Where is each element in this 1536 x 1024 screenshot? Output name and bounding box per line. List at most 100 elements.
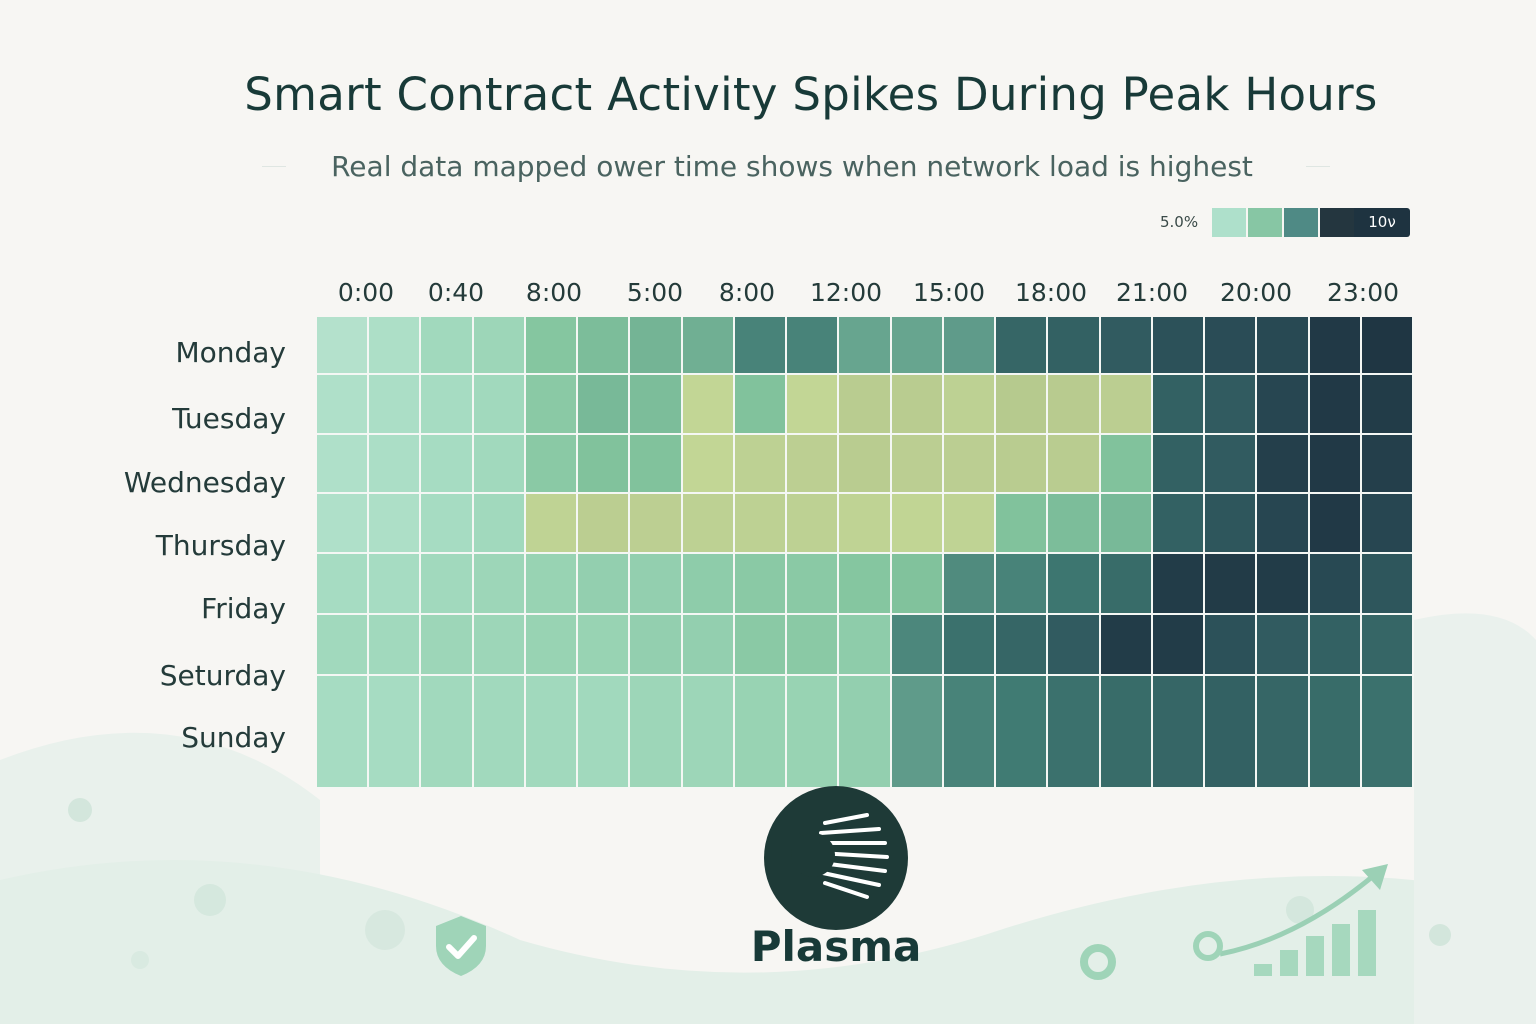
heatmap-cell xyxy=(943,494,997,554)
heatmap-cell xyxy=(630,494,683,554)
heatmap-cell xyxy=(891,375,944,435)
heatmap-cell xyxy=(369,554,422,615)
heatmap-cell xyxy=(421,554,474,615)
heatmap-cell xyxy=(734,676,788,789)
heatmap-cell xyxy=(1309,676,1362,789)
x-tick-label: 18:00 xyxy=(1014,278,1088,307)
heatmap-cell xyxy=(1257,494,1310,554)
heatmap-cell xyxy=(787,554,840,615)
heatmap-cell xyxy=(996,494,1049,554)
heatmap-cell xyxy=(630,317,683,375)
heatmap-cell xyxy=(1100,554,1153,615)
heatmap-cell xyxy=(525,494,579,554)
heatmap-cell xyxy=(1361,375,1414,435)
heatmap-cell xyxy=(421,375,474,435)
heatmap-cell xyxy=(943,435,997,494)
heatmap-cell xyxy=(1205,435,1258,494)
heatmap-cell xyxy=(996,317,1049,375)
heatmap-cell xyxy=(473,676,526,789)
heatmap-cell xyxy=(317,375,370,435)
heatmap-cell xyxy=(1048,494,1101,554)
heatmap-cell xyxy=(578,676,631,789)
heatmap-cell xyxy=(1048,676,1101,789)
heatmap-grid xyxy=(317,317,1414,789)
row-label-wednesday: Wednesday xyxy=(123,466,286,499)
heatmap-cell xyxy=(1048,435,1101,494)
heatmap-cell xyxy=(473,317,526,375)
heatmap-cell xyxy=(578,375,631,435)
heatmap-cell xyxy=(1205,317,1258,375)
heatmap-cell xyxy=(317,494,370,554)
heatmap-cell xyxy=(1048,554,1101,615)
heatmap-cell xyxy=(1152,554,1206,615)
heatmap-cell xyxy=(369,615,422,676)
heatmap-cell xyxy=(734,615,788,676)
heatmap-cell xyxy=(1100,435,1153,494)
heatmap-cell xyxy=(787,676,840,789)
heatmap-cell xyxy=(473,554,526,615)
heatmap-cell xyxy=(839,375,892,435)
heatmap-cell xyxy=(630,615,683,676)
heatmap-cell xyxy=(630,676,683,789)
heatmap-cell xyxy=(1257,435,1310,494)
heatmap-cell xyxy=(943,317,997,375)
x-tick-label: 0:40 xyxy=(427,278,485,307)
heatmap-cell xyxy=(1152,375,1206,435)
heatmap-cell xyxy=(682,494,735,554)
heatmap-cell xyxy=(1361,317,1414,375)
heatmap-cell xyxy=(1257,375,1310,435)
x-tick-label: 12:00 xyxy=(809,278,883,307)
heatmap-cell xyxy=(525,375,579,435)
heatmap-cell xyxy=(578,554,631,615)
heatmap-cell xyxy=(943,554,997,615)
heatmap-cell xyxy=(839,615,892,676)
heatmap-cell xyxy=(839,676,892,789)
heatmap-cell xyxy=(891,317,944,375)
heatmap-cell xyxy=(473,375,526,435)
growth-chart-icon xyxy=(1193,864,1388,976)
heatmap-cell xyxy=(1152,317,1206,375)
x-tick-label: 20:00 xyxy=(1219,278,1293,307)
heatmap-cell xyxy=(891,615,944,676)
heatmap-cell xyxy=(630,375,683,435)
heatmap-cell xyxy=(317,435,370,494)
heatmap-cell xyxy=(525,676,579,789)
heatmap-cell xyxy=(421,676,474,789)
heatmap-cell xyxy=(682,676,735,789)
heatmap-cell xyxy=(1048,317,1101,375)
legend-swatch-4 xyxy=(1320,208,1354,237)
heatmap-cell xyxy=(1205,375,1258,435)
heatmap-cell xyxy=(317,554,370,615)
x-tick-label: 15:00 xyxy=(912,278,986,307)
heatmap-cell xyxy=(1309,435,1362,494)
row-label-friday: Friday xyxy=(201,592,286,625)
heatmap-cell xyxy=(996,375,1049,435)
row-label-monday: Monday xyxy=(175,336,286,369)
heatmap-cell xyxy=(1205,676,1258,789)
heatmap-cell xyxy=(891,554,944,615)
heatmap-cell xyxy=(1048,375,1101,435)
heatmap-cell xyxy=(943,676,997,789)
heatmap-cell xyxy=(682,375,735,435)
heatmap-cell xyxy=(525,317,579,375)
heatmap-cell xyxy=(525,554,579,615)
heatmap-cell xyxy=(421,317,474,375)
heatmap-cell xyxy=(943,375,997,435)
legend-swatch-2 xyxy=(1248,208,1282,237)
heatmap-cell xyxy=(734,554,788,615)
heatmap-cell xyxy=(369,435,422,494)
heatmap-cell xyxy=(1100,317,1153,375)
heatmap-cell xyxy=(1152,615,1206,676)
row-label-tuesday: Tuesday xyxy=(172,402,286,435)
x-tick-label: 5:00 xyxy=(626,278,684,307)
heatmap-cell xyxy=(1361,435,1414,494)
heatmap-cell xyxy=(473,615,526,676)
heatmap-cell xyxy=(1361,554,1414,615)
heatmap-cell xyxy=(839,494,892,554)
row-label-thursday: Thursday xyxy=(155,529,286,562)
heatmap-cell xyxy=(1100,676,1153,789)
heatmap-cell xyxy=(369,375,422,435)
heatmap-cell xyxy=(734,317,788,375)
heatmap-cell xyxy=(996,615,1049,676)
heatmap-cell xyxy=(525,435,579,494)
